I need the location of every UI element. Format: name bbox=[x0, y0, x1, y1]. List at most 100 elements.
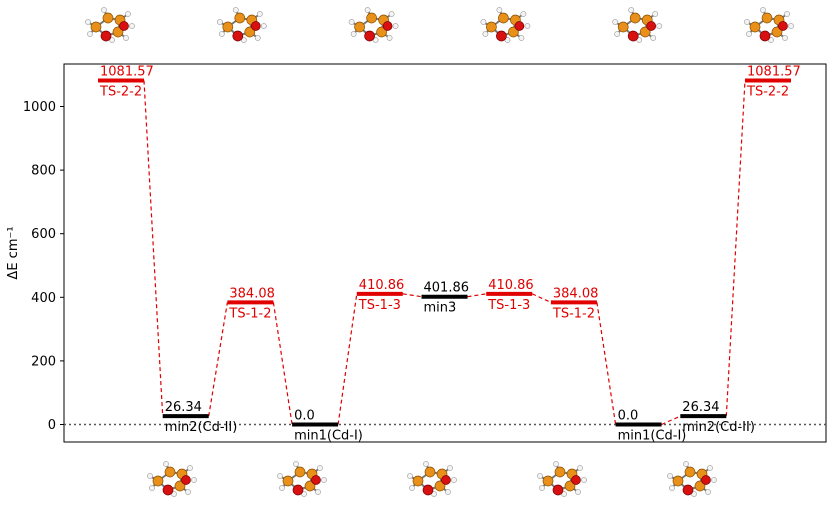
level-value-label: 410.86 bbox=[359, 278, 405, 293]
connector-line bbox=[272, 302, 293, 425]
energy-level: 410.86 TS-1-3 bbox=[356, 278, 405, 313]
energy-level: 26.34 min2(Cd-II) bbox=[162, 400, 238, 435]
carbon-atom bbox=[424, 466, 436, 478]
hydrogen-atom bbox=[482, 31, 489, 37]
hydrogen-atom bbox=[254, 35, 261, 41]
carbon-atom bbox=[282, 475, 294, 487]
energy-level: 0.0 min1(Cd-I) bbox=[615, 409, 687, 444]
molecule-image bbox=[744, 7, 794, 43]
molecule-row-bottom bbox=[147, 461, 717, 497]
hydrogen-atom bbox=[277, 473, 283, 479]
hydrogen-atom bbox=[407, 473, 413, 479]
oxygen-atom bbox=[701, 475, 711, 485]
oxygen-atom bbox=[364, 30, 375, 42]
carbon-atom bbox=[152, 475, 164, 487]
hydrogen-atom bbox=[279, 485, 285, 491]
oxygen-atom bbox=[627, 30, 639, 42]
hydrogen-atom bbox=[496, 7, 503, 13]
hydrogen-atom bbox=[315, 489, 321, 495]
hydrogen-atom bbox=[129, 23, 135, 29]
hydrogen-atom bbox=[392, 23, 399, 29]
hydrogen-atom bbox=[520, 11, 527, 17]
connector-line bbox=[402, 293, 422, 298]
hydrogen-atom bbox=[445, 489, 451, 495]
carbon-atom bbox=[761, 12, 773, 24]
carbon-atom bbox=[222, 21, 234, 33]
carbon-atom bbox=[304, 480, 316, 492]
hydrogen-atom bbox=[409, 485, 415, 491]
molecule-image bbox=[407, 461, 457, 497]
carbon-atom bbox=[294, 466, 306, 478]
hydrogen-atom bbox=[746, 31, 752, 37]
hydrogen-atom bbox=[364, 7, 371, 13]
hydrogen-atom bbox=[652, 11, 659, 17]
hydrogen-atom bbox=[87, 31, 93, 37]
level-value-label: 26.34 bbox=[165, 400, 202, 415]
energy-level: 410.86 TS-1-3 bbox=[486, 278, 534, 313]
energy-levels: 1081.57 TS-2-2 26.34 min2(Cd-II) 384.08 TS-1-… bbox=[98, 65, 801, 444]
connector-line bbox=[208, 302, 228, 417]
hydrogen-atom bbox=[667, 473, 673, 479]
hydrogen-atom bbox=[683, 461, 689, 467]
level-name-label: min2(Cd-II) bbox=[165, 420, 238, 435]
hydrogen-atom bbox=[321, 477, 327, 483]
molecule-image bbox=[612, 7, 663, 43]
hydrogen-atom bbox=[553, 461, 559, 467]
hydrogen-atom bbox=[612, 19, 619, 25]
carbon-atom bbox=[749, 21, 761, 33]
carbon-atom bbox=[554, 466, 566, 478]
molecule-image bbox=[216, 7, 267, 43]
level-value-label: 410.86 bbox=[488, 278, 534, 293]
energy-level: 384.08 TS-1-2 bbox=[227, 286, 275, 321]
level-value-label: 0.0 bbox=[294, 409, 315, 424]
carbon-atom bbox=[564, 480, 576, 492]
energy-level: 0.0 min1(Cd-I) bbox=[292, 409, 363, 444]
hydrogen-atom bbox=[524, 23, 531, 29]
hydrogen-atom bbox=[218, 31, 225, 37]
molecule-image bbox=[348, 7, 399, 43]
level-name-label: min1(Cd-I) bbox=[618, 429, 687, 444]
hydrogen-atom bbox=[293, 461, 299, 467]
molecule-image bbox=[85, 7, 135, 43]
hydrogen-atom bbox=[669, 485, 675, 491]
carbon-atom bbox=[486, 21, 497, 33]
energy-level: 1081.57 TS-2-2 bbox=[98, 65, 154, 100]
hydrogen-atom bbox=[388, 11, 395, 17]
level-name-label: TS-1-3 bbox=[358, 298, 401, 313]
hydrogen-atom bbox=[147, 473, 153, 479]
molecule-image bbox=[147, 461, 197, 497]
carbon-atom bbox=[102, 12, 114, 24]
hydrogen-atom bbox=[256, 11, 263, 17]
connector-lines bbox=[143, 80, 746, 426]
hydrogen-atom bbox=[760, 7, 766, 13]
hydrogen-atom bbox=[163, 461, 169, 467]
hydrogen-atom bbox=[537, 473, 543, 479]
carbon-atom bbox=[639, 26, 651, 38]
hydrogen-atom bbox=[232, 7, 239, 13]
hydrogen-atom bbox=[447, 465, 453, 471]
hydrogen-atom bbox=[581, 477, 587, 483]
carbon-atom bbox=[617, 21, 629, 33]
level-name-label: TS-2-2 bbox=[746, 85, 789, 100]
level-value-label: 26.34 bbox=[682, 400, 719, 415]
hydrogen-atom bbox=[480, 19, 487, 25]
energy-level: 384.08 TS-1-2 bbox=[550, 286, 598, 321]
hydrogen-atom bbox=[149, 485, 155, 491]
oxygen-atom bbox=[571, 475, 581, 485]
oxygen-atom bbox=[496, 30, 507, 42]
y-axis-label: ΔE cm⁻¹ bbox=[6, 226, 21, 279]
hydrogen-atom bbox=[185, 489, 191, 495]
hydrogen-atom bbox=[614, 31, 621, 37]
hydrogen-atom bbox=[423, 461, 429, 467]
hydrogen-atom bbox=[575, 489, 581, 495]
carbon-atom bbox=[434, 480, 446, 492]
molecule-image bbox=[667, 461, 717, 497]
hydrogen-atom bbox=[628, 7, 635, 13]
carbon-atom bbox=[112, 26, 124, 38]
hydrogen-atom bbox=[85, 19, 91, 25]
y-tick-label: 0 bbox=[48, 418, 56, 433]
carbon-atom bbox=[694, 480, 706, 492]
connector-line bbox=[725, 80, 746, 417]
hydrogen-atom bbox=[317, 465, 323, 471]
